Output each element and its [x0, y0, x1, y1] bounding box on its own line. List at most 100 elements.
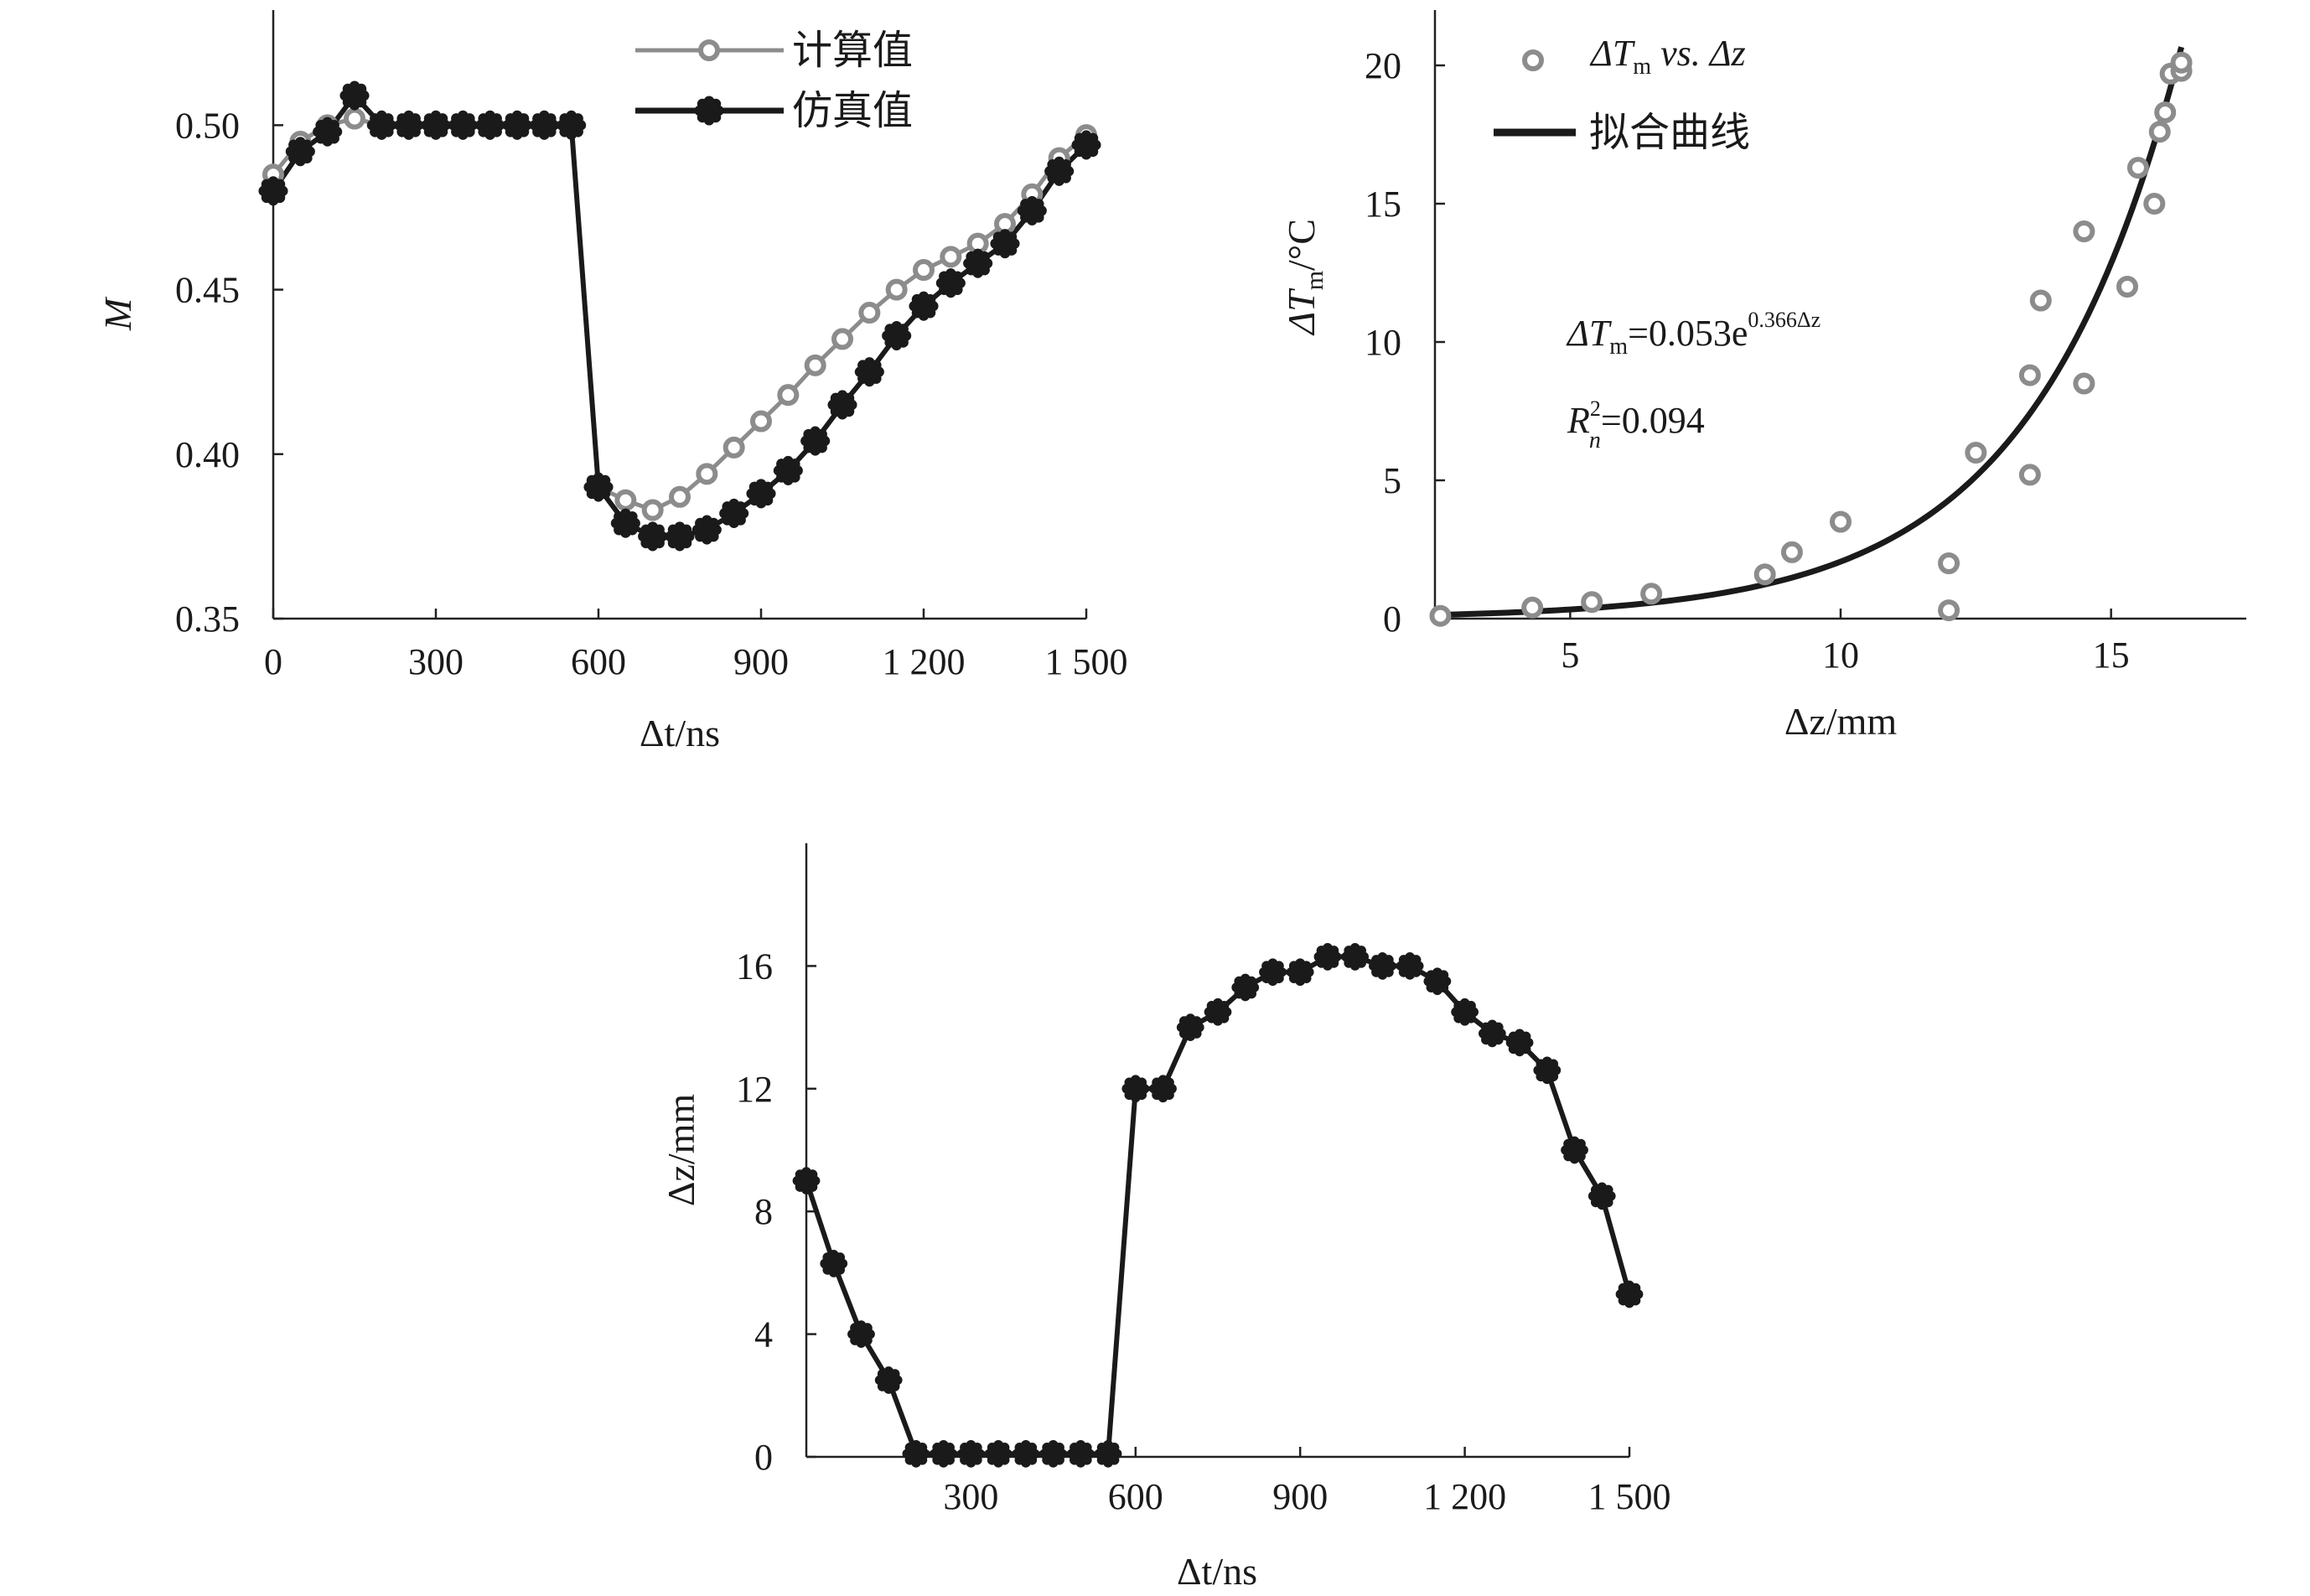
bottom-x-tick-label: 300 — [943, 1476, 998, 1517]
bottom-x-tick-label: 1 200 — [1423, 1476, 1506, 1517]
bottom-data-point — [1369, 952, 1396, 980]
bottom-data-point — [847, 1320, 875, 1348]
right-data-point — [1753, 563, 1776, 586]
left-point-sim — [854, 357, 884, 387]
left-x-tick-label: 600 — [571, 641, 626, 682]
left-point-sim — [665, 521, 695, 552]
bottom-data-point — [1587, 1182, 1616, 1210]
left-point-calc — [777, 384, 800, 407]
bottom-data-point — [1259, 958, 1287, 987]
bottom-series-line — [804, 954, 1632, 1457]
bottom-data-point — [1396, 952, 1424, 980]
left-point-sim — [1017, 195, 1047, 225]
left-point-sim — [963, 248, 993, 278]
right-data-point — [1938, 552, 1960, 574]
bottom-data-point — [1505, 1029, 1534, 1057]
left-point-calc — [940, 246, 962, 268]
right-x-axis-label: Δz/mm — [1784, 700, 1898, 743]
bottom-data-point — [1039, 1439, 1067, 1468]
bottom-data-point — [1423, 967, 1452, 996]
left-point-sim — [421, 110, 451, 140]
bottom-data-point — [1121, 1075, 1150, 1103]
left-point-calc — [885, 278, 908, 301]
right-x-tick-label: 15 — [2093, 635, 2130, 676]
legend-label-calc: 计算值 — [792, 27, 913, 74]
bottom-data-point — [1451, 998, 1479, 1026]
bottom-data-point — [957, 1439, 985, 1468]
left-point-sim — [610, 508, 640, 538]
left-x-tick-label: 1 500 — [1045, 641, 1128, 682]
left-point-sim — [935, 268, 966, 298]
left-legend: 计算值 仿真值 — [635, 27, 913, 134]
right-data-point — [2170, 51, 2193, 74]
left-point-sim — [746, 479, 776, 509]
bottom-x-tick-label: 1 500 — [1588, 1476, 1671, 1517]
fit-r-squared: R2 n=0.094 — [1567, 396, 1705, 453]
left-point-sim — [1044, 156, 1075, 186]
right-y-tick-label: 5 — [1383, 460, 1401, 501]
right-data-point — [2073, 372, 2095, 395]
legend-marker-calc — [698, 39, 720, 61]
right-data-point — [2148, 121, 2171, 143]
left-point-calc — [750, 410, 772, 433]
right-data-point — [1780, 541, 1803, 563]
legend-marker-points — [1522, 49, 1544, 71]
left-point-calc — [804, 354, 826, 376]
left-x-tick-label: 900 — [733, 641, 789, 682]
left-point-sim — [448, 110, 478, 140]
right-y-tick-label: 0 — [1383, 598, 1401, 640]
bottom-y-axis-label: Δz/mm — [660, 1094, 702, 1207]
legend-label-fit: 拟合曲线 — [1589, 109, 1750, 156]
bottom-y-tick-label: 0 — [754, 1437, 773, 1478]
right-data-point — [1521, 596, 1544, 619]
left-point-sim — [719, 498, 749, 528]
right-data-point — [1938, 599, 1960, 622]
right-y-axis-label: ΔTm/°C — [1280, 219, 1329, 336]
left-point-calc — [696, 463, 718, 485]
chart-fit: 5 10 15 0 5 10 15 20 Δz/mm ΔTm/°C ΔTm vs. Δz 拟合… — [1280, 10, 2246, 743]
bottom-data-point — [1066, 1439, 1095, 1468]
right-y-tick-label: 10 — [1365, 322, 1401, 363]
left-x-tick-label: 300 — [408, 641, 464, 682]
left-x-tick-label: 0 — [264, 641, 282, 682]
fit-annotation: ΔTm=0.053e0.366Δz R2 n=0.094 — [1566, 308, 1821, 453]
left-point-sim — [1071, 130, 1101, 160]
bottom-x-tick-label: 600 — [1108, 1476, 1163, 1517]
left-point-sim — [394, 110, 424, 140]
left-point-sim — [882, 320, 912, 351]
legend-marker-sim — [694, 96, 724, 126]
left-point-calc — [723, 436, 745, 459]
left-point-sim — [638, 521, 668, 552]
bottom-data-point — [1012, 1439, 1040, 1468]
left-y-tick-label: 0.35 — [175, 598, 240, 640]
left-point-sim — [475, 110, 505, 140]
bottom-data-point — [1231, 973, 1260, 1002]
left-point-calc — [913, 259, 935, 282]
right-data-point — [2029, 289, 2052, 312]
left-x-axis-label: Δt/ns — [640, 712, 720, 754]
left-point-sim — [583, 472, 614, 502]
bottom-data-point — [902, 1439, 930, 1468]
bottom-data-point — [1341, 943, 1370, 971]
left-series-line-1 — [272, 116, 1088, 513]
right-data-point — [1965, 442, 1987, 464]
right-data-point — [2154, 101, 2177, 124]
right-data-point — [1830, 510, 1852, 533]
fit-curve — [1440, 46, 2184, 618]
left-point-calc — [831, 328, 853, 350]
left-y-tick-label: 0.40 — [175, 434, 240, 475]
right-data-point — [2143, 193, 2166, 215]
bottom-y-tick-label: 12 — [736, 1069, 773, 1110]
left-point-calc — [614, 489, 637, 511]
left-point-sim — [502, 110, 532, 140]
left-x-tick-label: 1 200 — [883, 641, 966, 682]
chart-calc-vs-sim: 0 300 600 900 1 200 1 500 0.35 0.40 0.45 0.50 Δt/… — [96, 10, 1128, 754]
left-point-sim — [258, 176, 288, 206]
right-y-tick-label: 20 — [1365, 45, 1401, 86]
left-point-sim — [557, 110, 587, 140]
left-point-sim — [990, 229, 1020, 259]
right-x-tick-label: 5 — [1561, 635, 1579, 676]
bottom-data-point — [1313, 943, 1342, 971]
right-data-point — [1581, 591, 1603, 614]
bottom-data-point — [820, 1250, 848, 1277]
